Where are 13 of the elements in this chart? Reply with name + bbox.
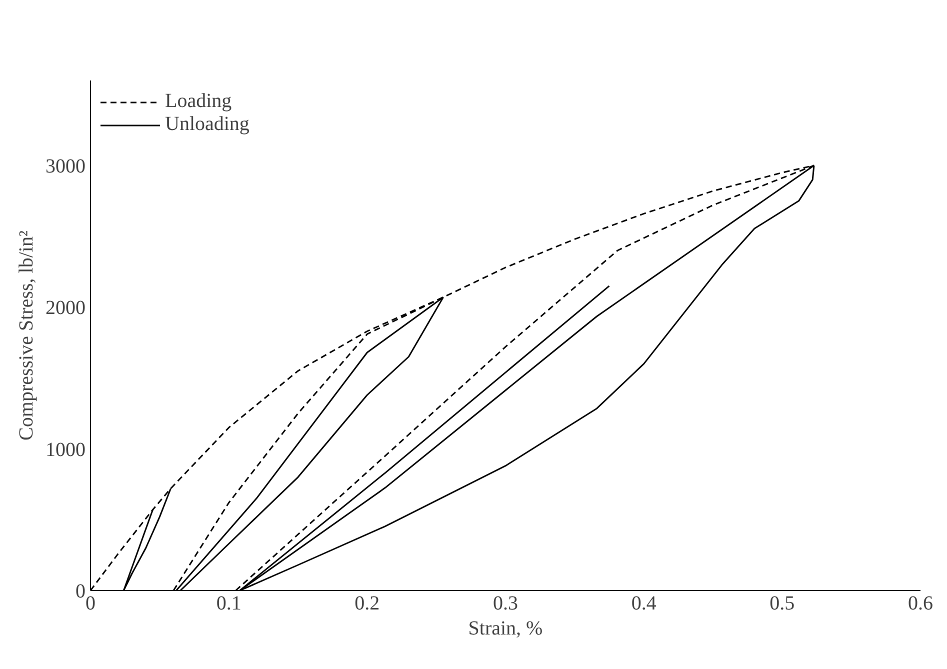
legend-label: Loading bbox=[165, 90, 232, 113]
x-tick-label: 0.4 bbox=[631, 592, 656, 614]
legend-label: Unloading bbox=[165, 113, 250, 136]
x-tick-label: 0.3 bbox=[493, 592, 518, 614]
x-tick-label: 0.6 bbox=[908, 592, 933, 614]
x-tick-label: 0.1 bbox=[216, 592, 242, 614]
y-tick-label: 3000 bbox=[46, 156, 86, 178]
x-tick-label: 0.5 bbox=[770, 592, 795, 614]
x-axis-title: Strain, % bbox=[468, 618, 543, 640]
x-tick-label: 0.2 bbox=[354, 592, 380, 614]
y-tick-label: 1000 bbox=[46, 438, 86, 461]
y-tick-label: 2000 bbox=[46, 297, 86, 320]
y-axis-title: Compressive Stress, lb/in² bbox=[16, 230, 38, 440]
